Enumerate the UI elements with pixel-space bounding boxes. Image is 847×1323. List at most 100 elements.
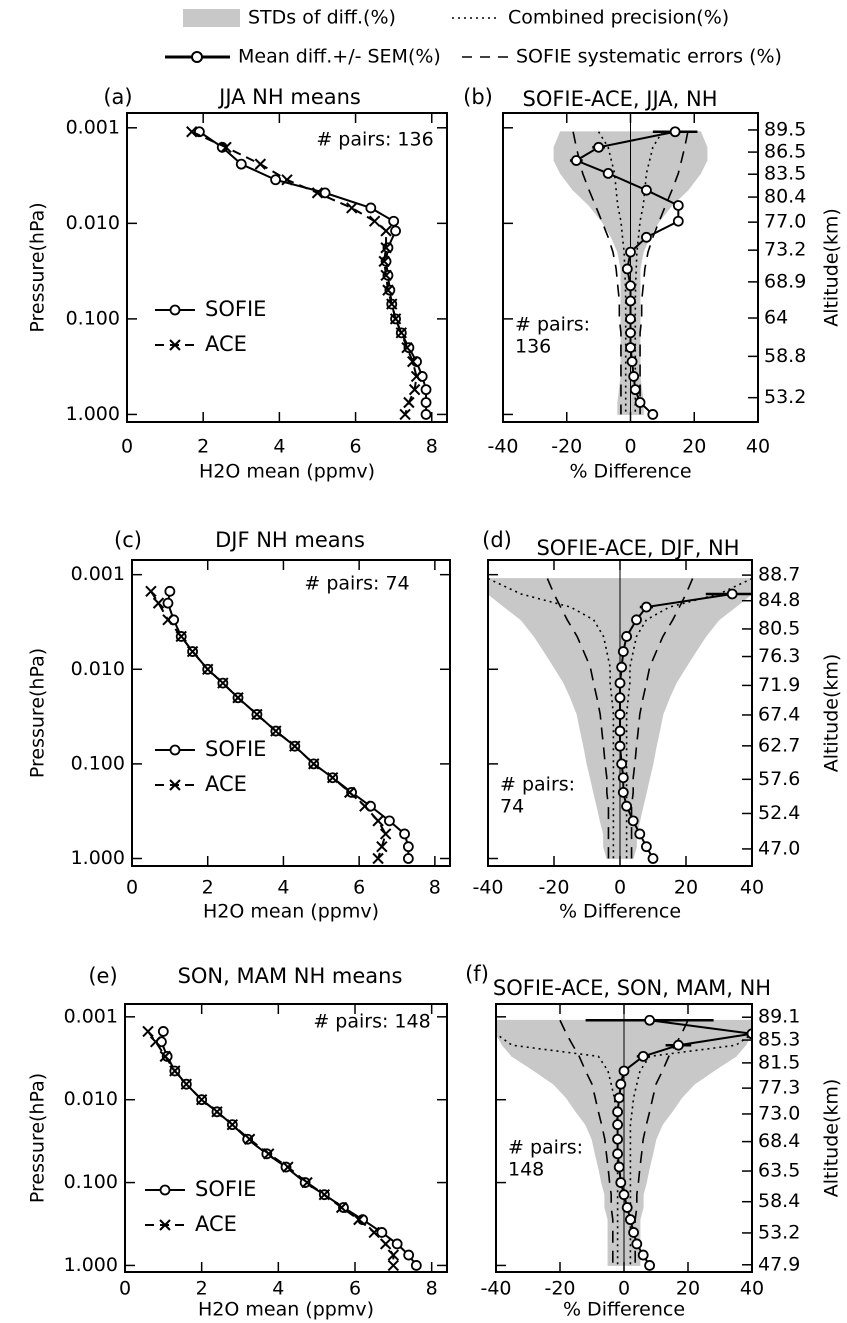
x-marker [226,1118,239,1131]
panel-label: (a) [103,85,132,109]
x-axis-title: % Difference [563,1299,685,1321]
circle-marker [673,1039,684,1051]
y-tick-label: 1.000 [71,847,125,869]
y2-tick-label: 47.0 [758,837,800,859]
y2-tick-label: 80.4 [764,186,806,208]
x-marker [251,708,263,721]
x-tick-label: 0 [618,1278,630,1300]
top-legend: STDs of diff.(%) Combined precision(%) M… [165,7,782,68]
x-marker [180,1078,193,1090]
x-marker [379,828,392,840]
circle-marker [612,1148,623,1160]
legend-marker [169,304,181,316]
circle-marker [625,313,636,325]
y2-tick-label: 53.2 [758,1221,800,1243]
circle-marker [420,397,432,408]
circle-marker [641,601,652,613]
circle-marker [614,692,626,704]
circle-marker [641,841,652,853]
x-tick-label: 20 [676,1278,700,1300]
panel-title: SOFIE-ACE, JJA, NH [522,87,717,111]
x-marker [403,396,415,409]
circle-marker [641,184,652,196]
annotation: 148 [508,1159,544,1181]
y2-tick-label: 76.3 [758,645,800,667]
legend-marker [169,779,181,791]
x-tick-label: 8 [426,436,438,458]
x-tick-label: 4 [277,877,289,899]
circle-marker [625,1214,636,1226]
panel: (b) SOFIE-ACE, JJA, NH % Difference -40 -20 0… [463,85,842,483]
circle-marker [612,1119,623,1131]
circle-marker [618,1065,630,1077]
systematic-line [546,578,610,859]
panel-label: (f) [465,962,489,986]
plot-frame [502,112,759,423]
circle-marker [614,677,626,689]
y-tick-label: 0.010 [71,658,125,680]
circle-marker [644,1260,655,1271]
x-marker [281,174,293,186]
circle-marker [631,614,642,626]
circle-marker [242,1133,254,1145]
panel: (f)SOFIE-ACE, SON, MAM, NH % Difference -4… [465,962,842,1321]
circle-marker [625,280,636,292]
y-tick-label: 0.100 [66,307,120,329]
x-tick-label: 0 [614,877,626,899]
x-marker [289,740,301,752]
x-marker [220,141,232,154]
y2-tick-label: 63.5 [758,1160,800,1182]
circle-marker [621,800,632,812]
circle-marker [602,167,614,179]
circle-marker [399,828,410,840]
y2-tick-label: 73.0 [758,1102,800,1124]
x-axis-title: % Difference [569,461,691,483]
x-marker [343,786,356,799]
x-tick-label: -20 [544,1278,575,1300]
circle-marker [615,1177,627,1188]
x-marker [186,645,199,658]
x-marker [386,298,398,310]
x-marker [159,1050,171,1063]
circle-marker [388,215,400,227]
x-marker [186,126,198,138]
x-axis-title: H2O mean (ppmv) [203,901,379,923]
circle-marker [617,772,629,784]
circle-marker [162,597,174,609]
x-marker [142,1025,154,1038]
x-tick-label: 0 [121,436,133,458]
circle-marker [625,246,636,258]
y2-tick-label: 88.7 [758,564,800,586]
x-marker [395,327,407,339]
y2-tick-label: 83.5 [764,163,806,185]
y-tick-label: 0.010 [64,1088,118,1110]
x-marker [318,1188,331,1201]
circle-marker [621,631,632,642]
y2-tick-label: 68.9 [764,270,806,292]
x-tick-label: 6 [349,1278,361,1300]
legend-label: SOFIE [195,1177,256,1201]
circle-marker [420,384,432,396]
circle-marker [403,1249,415,1261]
x-marker [202,663,214,675]
systematic-line [634,1019,689,1266]
legend-swatch-std [183,9,240,27]
x-marker [410,370,423,383]
circle-marker [625,327,636,339]
annotation: # pairs: 148 [313,1011,430,1033]
x-tick-label: 2 [196,1278,208,1300]
annotation: # pairs: [515,314,590,336]
x-marker [401,341,413,354]
y2-axis-title: Altitude(km) [821,1079,843,1198]
y2-tick-label: 77.3 [758,1077,800,1099]
circle-marker [647,409,659,420]
panel: (a) JJA NH means H2O mean (ppmv) 0 2 4 6 8 0.001… [27,85,448,483]
x-marker [169,1065,181,1077]
circle-marker [627,815,639,827]
plot-area [496,1004,752,1272]
x-marker [263,1148,275,1160]
y2-axis-title: Altitude(km) [821,208,843,327]
x-marker [243,1133,256,1145]
circle-marker [625,295,636,307]
